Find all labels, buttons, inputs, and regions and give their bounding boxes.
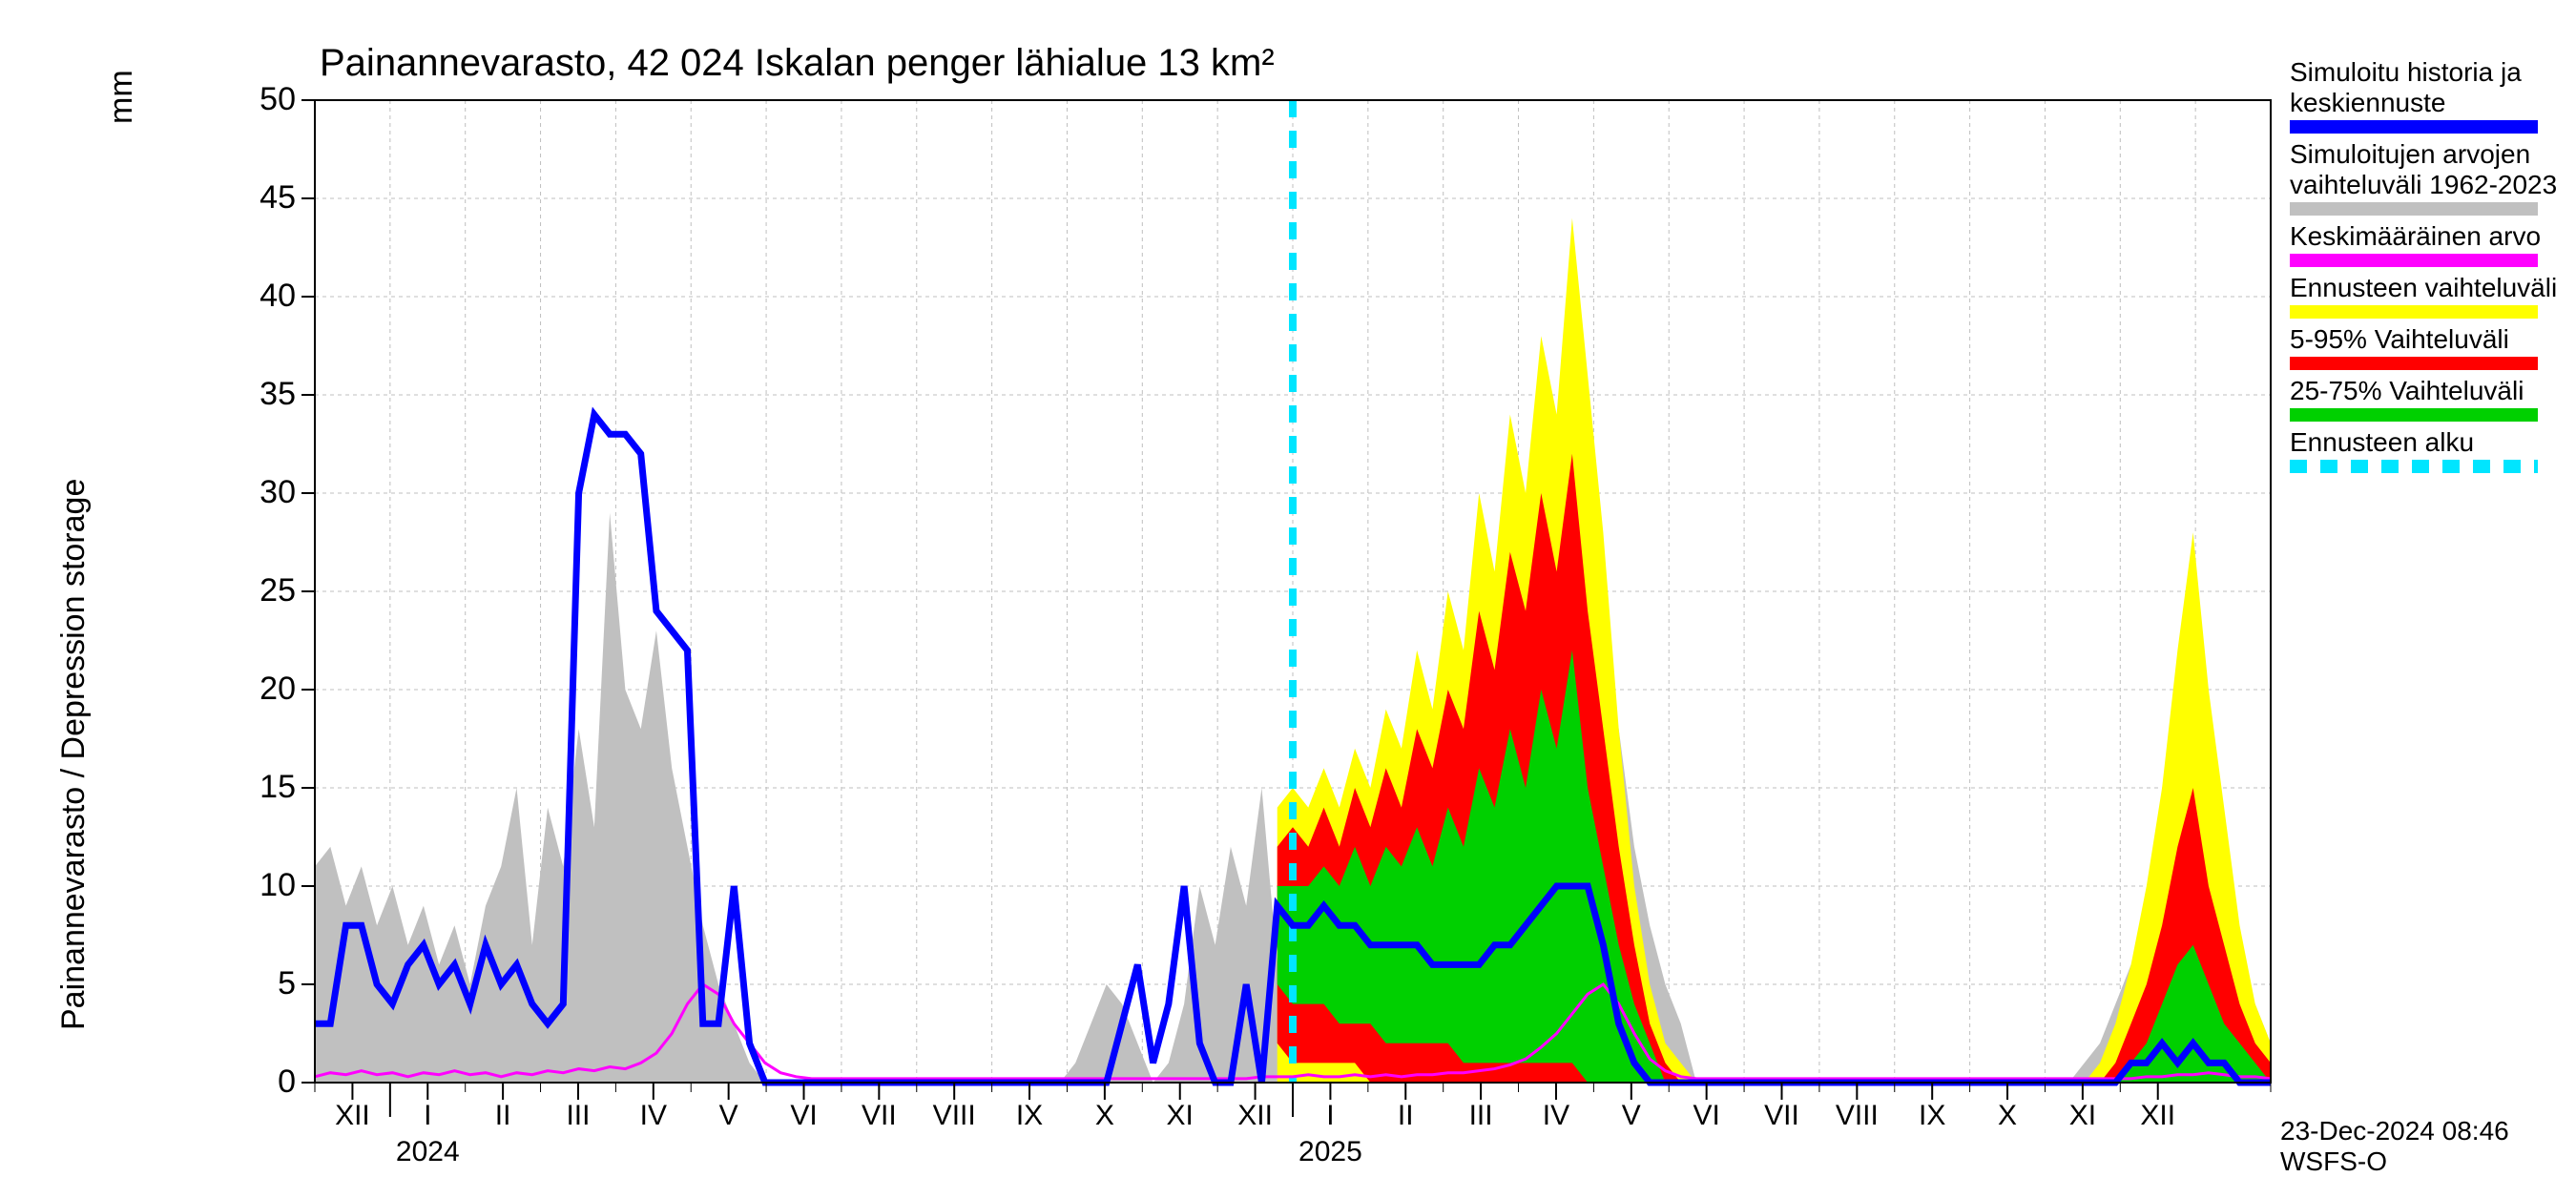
y-tick-label: 50	[229, 81, 296, 118]
legend-item: Ennusteen alku	[2290, 427, 2557, 473]
legend-item: 5-95% Vaihteluväli	[2290, 324, 2557, 370]
legend-item: 25-75% Vaihteluväli	[2290, 376, 2557, 422]
y-tick-label: 40	[229, 278, 296, 315]
legend-label: 25-75% Vaihteluväli	[2290, 376, 2557, 406]
x-tick-label: VIII	[933, 1100, 976, 1132]
y-tick-label: 30	[229, 474, 296, 511]
chart-container: Painannevarasto / Depression storage mm …	[0, 0, 2576, 1145]
y-tick-label: 35	[229, 376, 296, 413]
legend-label: Ennusteen vaihteluväli	[2290, 273, 2557, 303]
x-tick-label: IX	[1919, 1100, 1945, 1132]
y-tick-label: 15	[229, 769, 296, 806]
legend-label: vaihteluväli 1962-2023	[2290, 170, 2557, 200]
plot-area	[0, 0, 2576, 1145]
x-tick-label: X	[1095, 1100, 1114, 1132]
y-tick-label: 10	[229, 867, 296, 904]
x-tick-label: VII	[1764, 1100, 1799, 1132]
legend-label: keskiennuste	[2290, 88, 2557, 118]
legend-item: Simuloitujen arvojenvaihteluväli 1962-20…	[2290, 139, 2557, 216]
legend-swatch	[2290, 254, 2538, 267]
x-year-label: 2025	[1298, 1136, 1362, 1168]
y-tick-label: 0	[229, 1063, 296, 1101]
legend-item: Simuloitu historia jakeskiennuste	[2290, 57, 2557, 134]
y-tick-label: 45	[229, 179, 296, 217]
x-tick-label: VI	[790, 1100, 817, 1132]
x-tick-label: VII	[862, 1100, 897, 1132]
x-tick-label: IV	[1543, 1100, 1569, 1132]
legend-swatch	[2290, 357, 2538, 370]
x-tick-label: V	[1622, 1100, 1641, 1132]
x-tick-label: III	[566, 1100, 590, 1132]
y-tick-label: 20	[229, 671, 296, 708]
y-tick-label: 5	[229, 965, 296, 1002]
legend: Simuloitu historia jakeskiennusteSimuloi…	[2290, 57, 2557, 479]
y-tick-label: 25	[229, 572, 296, 609]
x-tick-label: V	[719, 1100, 738, 1132]
x-tick-label: IV	[640, 1100, 667, 1132]
legend-label: Keskimääräinen arvo	[2290, 221, 2557, 252]
legend-item: Ennusteen vaihteluväli	[2290, 273, 2557, 319]
x-tick-label: II	[495, 1100, 511, 1132]
legend-item: Keskimääräinen arvo	[2290, 221, 2557, 267]
x-tick-label: II	[1398, 1100, 1414, 1132]
x-tick-label: III	[1469, 1100, 1493, 1132]
legend-label: Simuloitujen arvojen	[2290, 139, 2557, 170]
legend-label: 5-95% Vaihteluväli	[2290, 324, 2557, 355]
legend-label: Ennusteen alku	[2290, 427, 2557, 458]
x-tick-label: VIII	[1836, 1100, 1879, 1132]
x-tick-label: XII	[1237, 1100, 1273, 1132]
x-tick-label: XI	[1167, 1100, 1194, 1132]
x-tick-label: VI	[1693, 1100, 1719, 1132]
x-tick-label: I	[1326, 1100, 1334, 1132]
x-tick-label: I	[424, 1100, 431, 1132]
x-tick-label: X	[1998, 1100, 2017, 1132]
x-tick-label: XII	[2140, 1100, 2175, 1132]
legend-swatch	[2290, 202, 2538, 216]
x-tick-label: IX	[1016, 1100, 1043, 1132]
x-year-label: 2024	[396, 1136, 460, 1168]
footer-timestamp: 23-Dec-2024 08:46 WSFS-O	[2280, 1116, 2576, 1177]
legend-swatch	[2290, 120, 2538, 134]
legend-swatch	[2290, 408, 2538, 422]
x-tick-label: XII	[335, 1100, 370, 1132]
legend-swatch	[2290, 460, 2538, 473]
x-tick-label: XI	[2069, 1100, 2096, 1132]
legend-swatch	[2290, 305, 2538, 319]
legend-label: Simuloitu historia ja	[2290, 57, 2557, 88]
